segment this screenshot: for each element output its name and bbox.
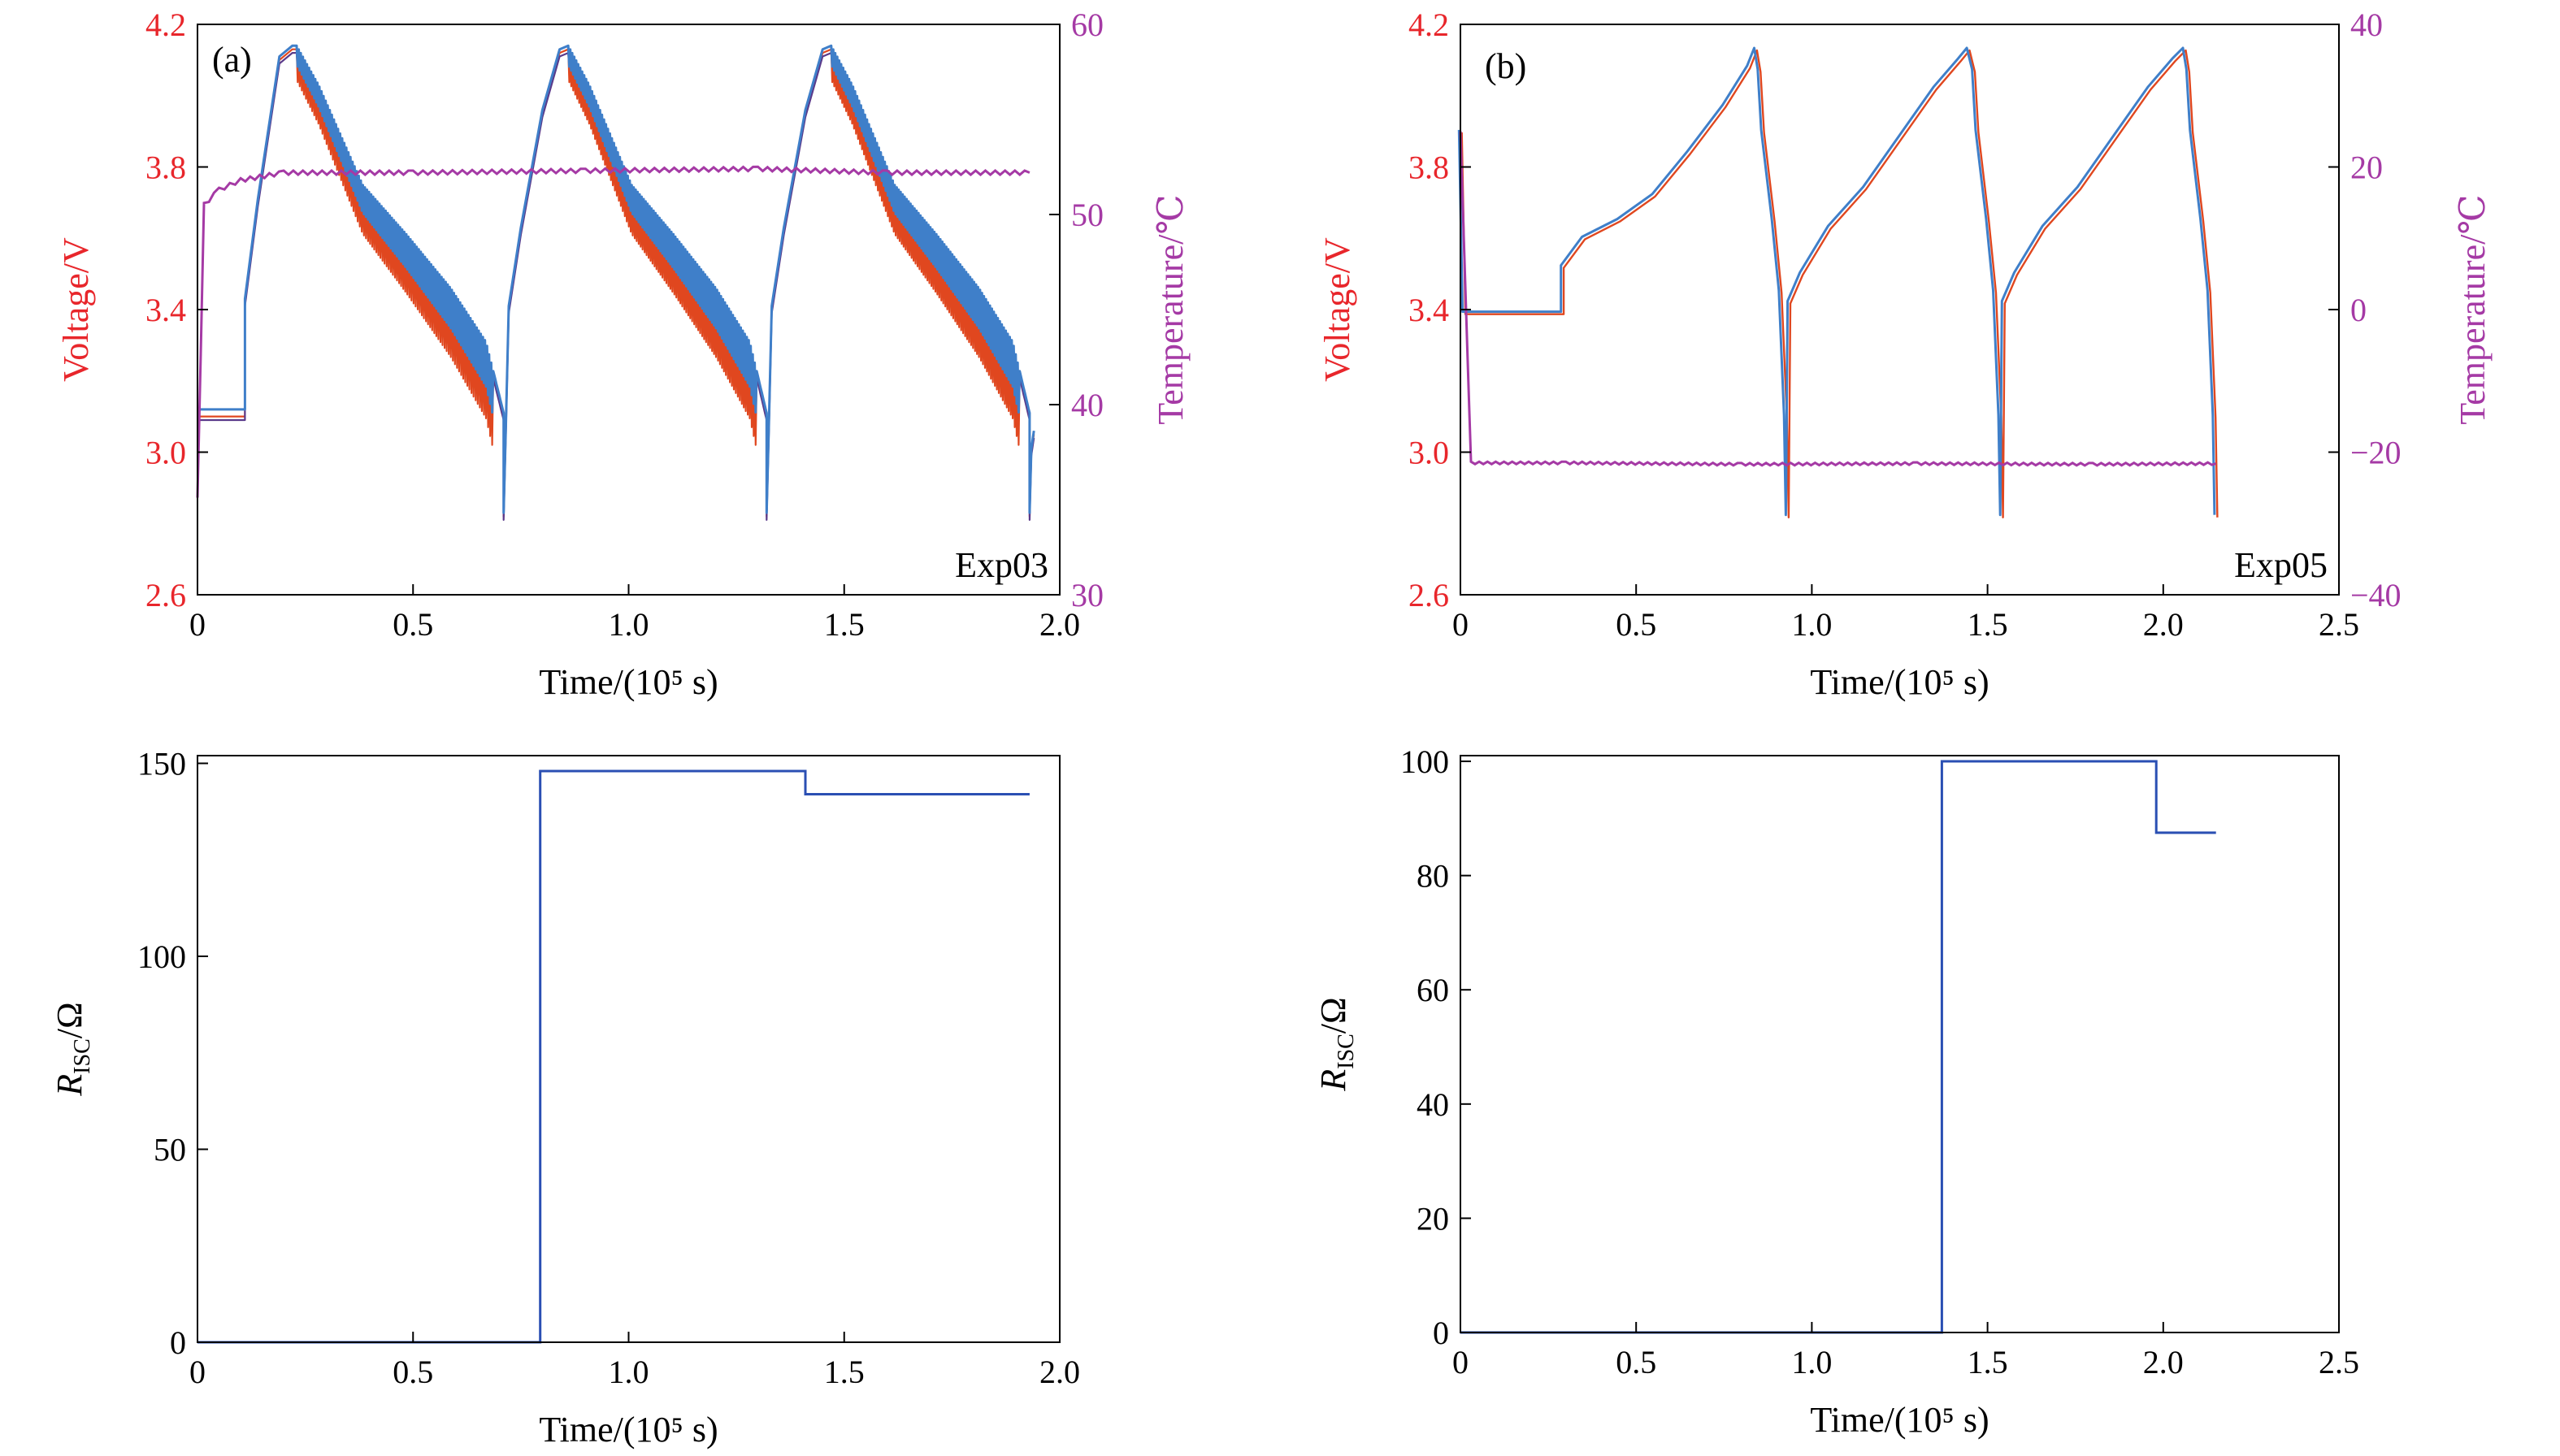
panel-d-resistance-chart: 0 0.5 1.0 1.5 2.0 2.5 Time/(10⁵ s) 0 20 40 60 80 100… bbox=[1313, 743, 2359, 1440]
voltage-series-line bbox=[1460, 49, 2219, 518]
temperature-line bbox=[1459, 131, 2217, 467]
panel-label: (b) bbox=[1485, 46, 1526, 86]
resistance-line bbox=[197, 769, 1030, 1344]
x-tick-label: 2.0 bbox=[2143, 1344, 2184, 1380]
y-tick-label: 4.2 bbox=[1408, 6, 1449, 43]
x-tick-label: 1.5 bbox=[824, 606, 865, 643]
panel-a-voltage-temperature-chart: 0 0.5 1.0 1.5 2.0 Time/(10⁵ s) 2.6 3.0 3.4 3.8 4.2… bbox=[56, 6, 1191, 702]
x-tick-label: 2.0 bbox=[1039, 1354, 1080, 1390]
y-right-tick-label: 40 bbox=[1071, 387, 1104, 423]
y-right-tick-label: 50 bbox=[1071, 197, 1104, 233]
x-tick-label: 1.0 bbox=[609, 606, 649, 643]
voltage-series-line bbox=[197, 44, 1035, 514]
x-tick-label: 0 bbox=[1452, 1344, 1469, 1380]
voltage-series-line bbox=[197, 48, 1035, 518]
x-tick-label: 0 bbox=[189, 1354, 206, 1390]
y-tick-label: 60 bbox=[1417, 972, 1449, 1008]
y-axis-label-temperature: Temperature/℃ bbox=[2453, 194, 2493, 424]
y-tick-label: 50 bbox=[154, 1132, 186, 1168]
y-axis-label-resistance: RISC/Ω bbox=[50, 1002, 95, 1096]
y-tick-label: 3.4 bbox=[1408, 292, 1449, 328]
x-tick-label: 0.5 bbox=[393, 606, 433, 643]
panel-label: (a) bbox=[212, 40, 252, 80]
y-tick-label: 3.0 bbox=[145, 435, 186, 471]
y-tick-label: 3.8 bbox=[145, 150, 186, 186]
experiment-label: Exp05 bbox=[2234, 545, 2328, 585]
y-tick-label: 0 bbox=[170, 1324, 186, 1361]
y-axis-label-voltage: Voltage/V bbox=[1317, 237, 1357, 382]
y-tick-label: 40 bbox=[1417, 1086, 1449, 1123]
x-tick-label: 2.0 bbox=[2143, 606, 2184, 643]
y-axis-label-voltage: Voltage/V bbox=[56, 237, 96, 382]
x-tick-label: 1.0 bbox=[1791, 1344, 1832, 1380]
y-right-tick-label: 40 bbox=[2350, 6, 2383, 43]
y-tick-label: 100 bbox=[1400, 743, 1449, 780]
x-tick-label: 0 bbox=[189, 606, 206, 643]
y-axis-label-temperature: Temperature/℃ bbox=[1151, 194, 1191, 424]
y-right-tick-label: −20 bbox=[2350, 435, 2402, 471]
y-tick-label: 0 bbox=[1433, 1315, 1449, 1351]
panel-c-resistance-chart: 0 0.5 1.0 1.5 2.0 Time/(10⁵ s) 0 50 100 150 RISC/Ω bbox=[50, 746, 1080, 1450]
y-tick-label: 20 bbox=[1417, 1200, 1449, 1237]
y-tick-label: 80 bbox=[1417, 858, 1449, 895]
x-tick-label: 0.5 bbox=[1616, 606, 1656, 643]
x-tick-label: 0.5 bbox=[393, 1354, 433, 1390]
x-tick-label: 1.5 bbox=[824, 1354, 865, 1390]
plot-frame bbox=[197, 755, 1061, 1343]
x-tick-label: 2.0 bbox=[1039, 606, 1080, 643]
y-tick-label: 150 bbox=[137, 746, 186, 782]
x-tick-label: 1.5 bbox=[1968, 1344, 2008, 1380]
x-tick-label: 1.0 bbox=[1791, 606, 1832, 643]
resistance-line bbox=[1460, 760, 2216, 1334]
panel-b-voltage-temperature-chart: 0 0.5 1.0 1.5 2.0 2.5 Time/(10⁵ s) 2.6 3.0 3.4 3.8… bbox=[1317, 6, 2493, 702]
y-tick-label: 100 bbox=[137, 938, 186, 975]
y-right-tick-label: −40 bbox=[2350, 577, 2402, 613]
y-tick-label: 3.0 bbox=[1408, 435, 1449, 471]
y-right-tick-label: 60 bbox=[1071, 6, 1104, 43]
x-axis-label: Time/(10⁵ s) bbox=[539, 1410, 718, 1450]
x-tick-label: 0 bbox=[1452, 606, 1469, 643]
y-right-tick-label: 30 bbox=[1071, 577, 1104, 613]
plot-frame bbox=[1460, 755, 2340, 1333]
voltage-series-line bbox=[1457, 46, 2216, 517]
x-tick-label: 0.5 bbox=[1616, 1344, 1656, 1380]
y-tick-label: 2.6 bbox=[145, 577, 186, 613]
x-tick-label: 1.0 bbox=[609, 1354, 649, 1390]
x-axis-label: Time/(10⁵ s) bbox=[1810, 662, 1989, 702]
y-tick-label: 2.6 bbox=[1408, 577, 1449, 613]
x-tick-label: 2.5 bbox=[2319, 1344, 2359, 1380]
x-axis-label: Time/(10⁵ s) bbox=[539, 662, 718, 702]
y-tick-label: 3.4 bbox=[145, 292, 186, 328]
y-right-tick-label: 20 bbox=[2350, 150, 2383, 186]
x-tick-label: 1.5 bbox=[1968, 606, 2008, 643]
experiment-label: Exp03 bbox=[955, 545, 1048, 585]
x-tick-label: 2.5 bbox=[2319, 606, 2359, 643]
y-axis-label-resistance: RISC/Ω bbox=[1313, 997, 1359, 1091]
x-axis-label: Time/(10⁵ s) bbox=[1810, 1400, 1989, 1440]
y-tick-label: 3.8 bbox=[1408, 150, 1449, 186]
y-tick-label: 4.2 bbox=[145, 6, 186, 43]
temperature-line bbox=[196, 165, 1031, 498]
y-right-tick-label: 0 bbox=[2350, 292, 2367, 328]
